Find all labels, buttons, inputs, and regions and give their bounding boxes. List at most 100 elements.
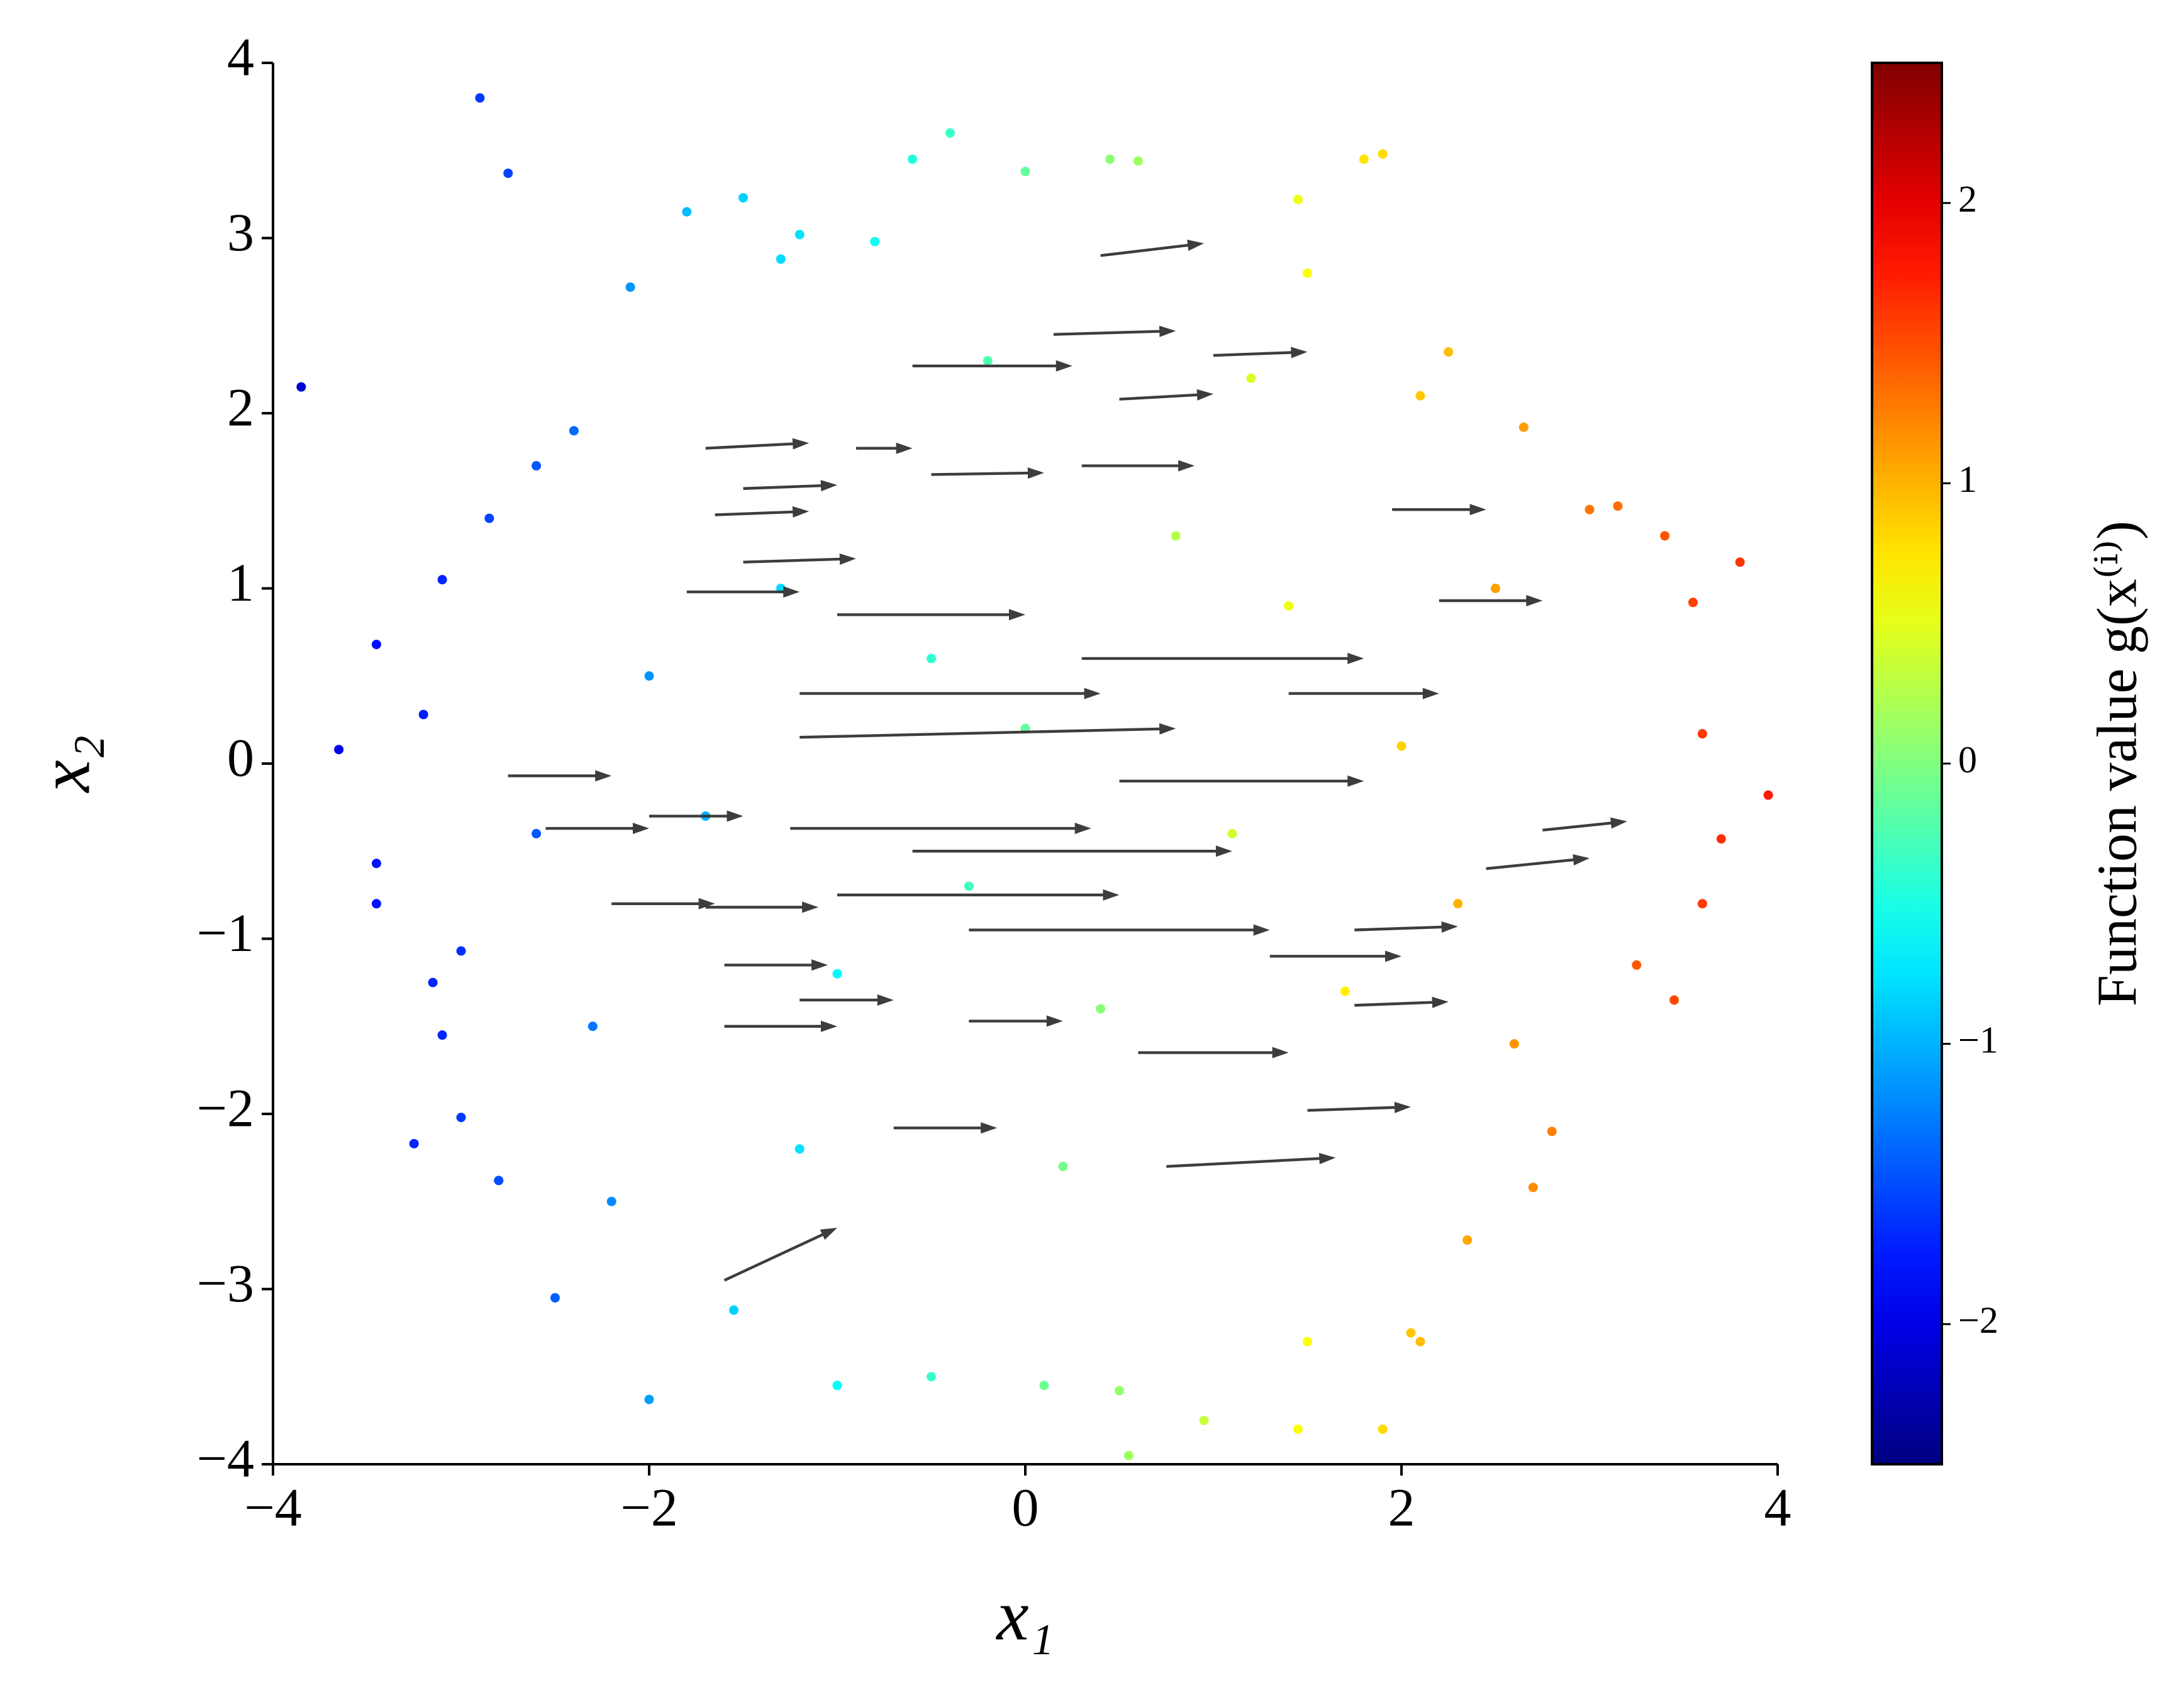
point xyxy=(371,899,381,909)
y-tick-label: 1 xyxy=(227,552,254,613)
arrow xyxy=(724,1020,837,1032)
point xyxy=(1509,1039,1519,1049)
point xyxy=(418,709,428,720)
arrow xyxy=(743,553,856,565)
point xyxy=(682,207,692,217)
arrow xyxy=(1288,687,1439,699)
arrow xyxy=(1486,854,1590,870)
point xyxy=(1123,1450,1134,1460)
y-tick-label: 3 xyxy=(227,202,254,262)
point xyxy=(550,1293,560,1303)
point xyxy=(532,828,542,838)
point xyxy=(1444,347,1454,357)
colorbar-label: Function value g(x⁽ⁱ⁾) xyxy=(2086,521,2149,1006)
point xyxy=(794,230,805,240)
point xyxy=(1453,899,1463,909)
point xyxy=(1688,598,1698,608)
arrow xyxy=(855,442,913,454)
point xyxy=(1227,828,1237,838)
point xyxy=(437,1030,447,1040)
y-tick-label: 2 xyxy=(227,377,254,438)
point xyxy=(794,1144,805,1154)
colorbar-tick-label: −1 xyxy=(1958,1019,1998,1060)
point xyxy=(1716,834,1726,844)
point xyxy=(1133,156,1143,166)
arrow xyxy=(1081,652,1364,664)
arrow xyxy=(611,898,715,909)
point xyxy=(1491,584,1500,593)
point xyxy=(1669,995,1680,1005)
arrow xyxy=(1439,594,1543,606)
point xyxy=(1528,1182,1538,1193)
point xyxy=(569,426,579,436)
arrow xyxy=(1542,817,1627,832)
point xyxy=(776,254,786,264)
point xyxy=(1697,899,1707,909)
point xyxy=(456,1113,466,1123)
point xyxy=(1284,601,1294,611)
point xyxy=(1303,1337,1312,1347)
point xyxy=(945,128,955,138)
arrow xyxy=(1081,460,1195,472)
point xyxy=(832,969,842,979)
point xyxy=(503,168,513,178)
arrow xyxy=(1269,950,1401,962)
point xyxy=(1020,167,1030,177)
y-tick-label: 4 xyxy=(227,27,254,87)
arrow xyxy=(837,609,1025,621)
point xyxy=(644,1394,654,1404)
point xyxy=(334,745,344,755)
colorbar-tick-label: 1 xyxy=(1958,459,1977,500)
point xyxy=(1378,1424,1388,1434)
point xyxy=(1058,1162,1068,1172)
colorbar-tick-label: 0 xyxy=(1958,739,1977,781)
point xyxy=(927,654,936,664)
x-tick-label: 4 xyxy=(1764,1477,1791,1538)
point xyxy=(371,640,381,650)
point xyxy=(1396,741,1407,751)
point xyxy=(1585,504,1595,514)
point xyxy=(1359,154,1369,164)
point xyxy=(296,382,306,392)
point xyxy=(1518,422,1529,432)
arrow xyxy=(931,467,1044,479)
point xyxy=(1293,194,1303,204)
point xyxy=(1293,1424,1303,1434)
x-tick-label: −4 xyxy=(244,1477,302,1538)
arrow xyxy=(545,823,649,835)
x-tick-label: −2 xyxy=(620,1477,678,1538)
point xyxy=(832,1381,842,1391)
point xyxy=(1303,268,1312,278)
arrow xyxy=(743,480,837,492)
arrow xyxy=(1166,1152,1336,1168)
point xyxy=(371,859,381,869)
arrow xyxy=(1392,504,1486,516)
arrow xyxy=(790,823,1091,835)
point xyxy=(588,1021,598,1032)
arrow xyxy=(1119,775,1364,787)
arrow xyxy=(800,687,1101,699)
point xyxy=(729,1305,739,1315)
point xyxy=(738,192,748,203)
arrow xyxy=(1213,347,1308,359)
point xyxy=(964,881,974,891)
point xyxy=(437,575,447,585)
point xyxy=(1096,1004,1106,1014)
arrow xyxy=(705,901,819,913)
arrow xyxy=(1307,1101,1411,1113)
point xyxy=(644,671,654,681)
y-axis-label: x₂ xyxy=(25,735,104,793)
point xyxy=(1763,790,1773,800)
arrow xyxy=(1354,996,1449,1008)
point xyxy=(1039,1381,1049,1391)
point xyxy=(475,93,485,103)
point xyxy=(532,461,542,471)
arrow xyxy=(723,1228,837,1282)
point xyxy=(1697,729,1707,739)
x-axis-label: x₁ xyxy=(995,1575,1054,1655)
point xyxy=(870,236,880,247)
y-tick-label: −4 xyxy=(196,1428,254,1489)
point xyxy=(927,1372,936,1382)
point xyxy=(1115,1386,1124,1396)
